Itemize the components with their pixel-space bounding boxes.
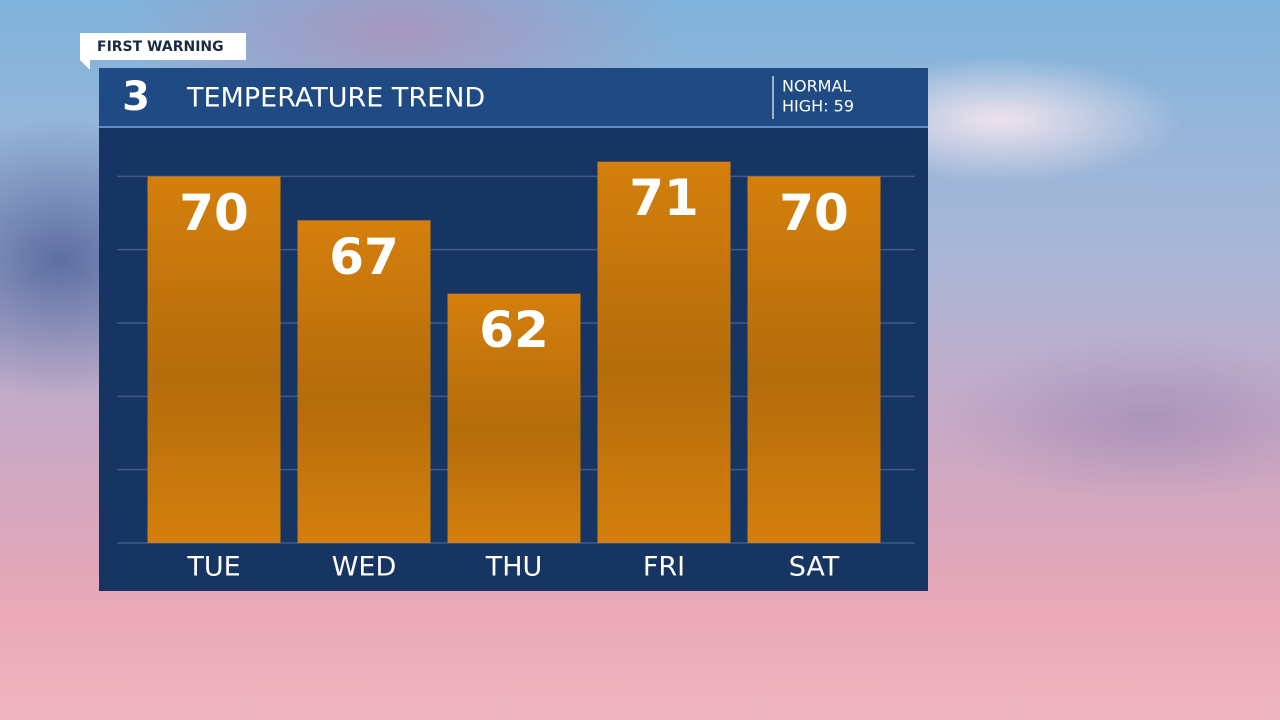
bar-shade: [597, 161, 731, 543]
bar-shade: [147, 176, 281, 544]
tag-box: [80, 33, 246, 70]
bar-shade: [747, 176, 881, 544]
x-tick-label: SAT: [789, 552, 840, 583]
x-tick-label: FRI: [643, 552, 685, 583]
value-label: 70: [179, 184, 249, 242]
x-tick-label: TUE: [186, 552, 240, 583]
bar-shade: [297, 220, 431, 544]
value-label: 71: [629, 169, 699, 227]
value-label: 62: [479, 301, 549, 359]
x-tick-label: THU: [485, 552, 543, 583]
logo: 3: [122, 74, 150, 120]
chart-title: TEMPERATURE TREND: [186, 83, 485, 114]
value-label: 67: [329, 228, 399, 286]
normal-value: HIGH: 59: [782, 97, 854, 116]
value-label: 70: [779, 184, 849, 242]
header: [99, 68, 928, 127]
x-tick-label: WED: [332, 552, 397, 583]
bar-shade: [447, 293, 581, 543]
tag: FIRST WARNING: [97, 39, 224, 55]
normal-label: NORMAL: [782, 77, 851, 96]
